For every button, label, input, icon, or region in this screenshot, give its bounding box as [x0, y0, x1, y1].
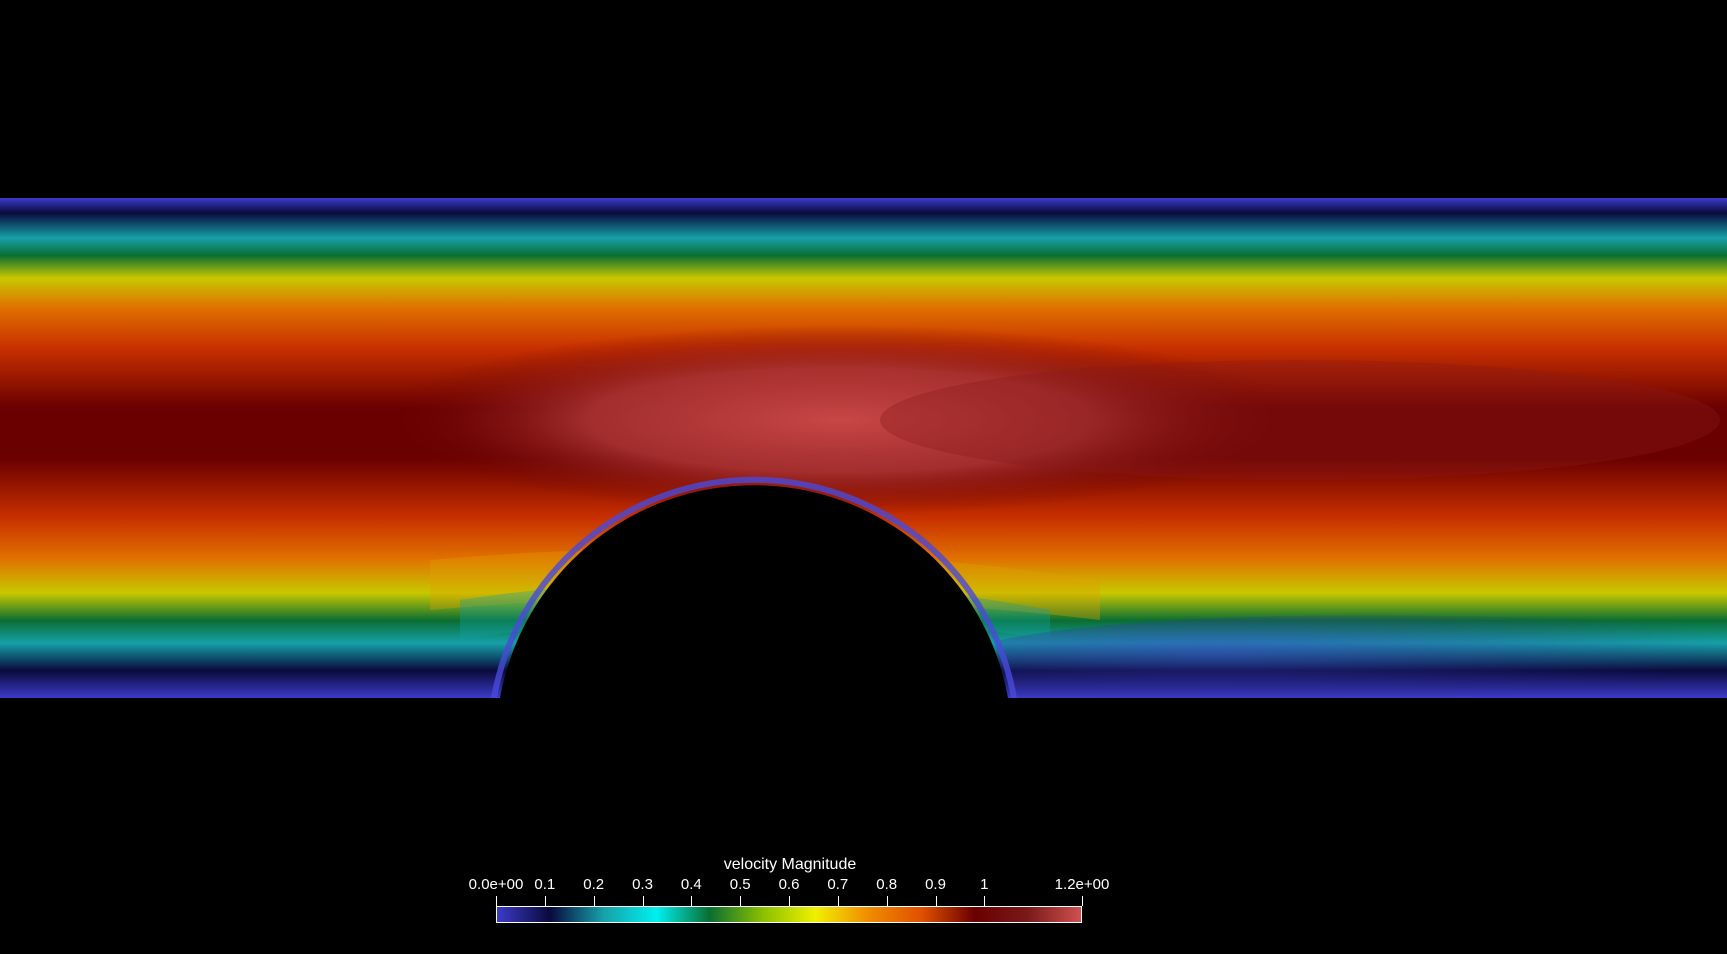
colorbar-title: velocity Magnitude — [723, 856, 857, 873]
colorbar-tick-mark — [691, 896, 693, 906]
colorbar-tick-label: 0.3 — [632, 876, 653, 893]
colorbar-tick-label: 0.6 — [778, 876, 800, 893]
colorbar-tick-mark — [740, 896, 742, 906]
colorbar-tick-mark — [837, 896, 839, 906]
high-velocity-core — [380, 325, 1300, 515]
colorbar-tick-label: 0.4 — [680, 876, 702, 893]
obstacle-boundary-layer — [491, 476, 1017, 698]
colorbar-tick-mark — [593, 896, 595, 906]
colorbar-tick-mark — [935, 896, 937, 906]
colorbar-gradient — [496, 906, 1082, 923]
colorbar-tick-mark — [544, 896, 546, 906]
colorbar-tick-label: 1.2e+00 — [1054, 876, 1110, 893]
colorbar-tick-label: 1 — [980, 876, 989, 893]
colorbar-tick-mark — [984, 896, 986, 906]
colorbar-tick-label: 0.1 — [534, 876, 556, 893]
colorbar-tick-mark — [642, 896, 644, 906]
colorbar-tick-mark — [886, 896, 888, 906]
colorbar-tick-mark — [496, 896, 497, 906]
core-tail — [880, 360, 1720, 480]
colorbar-tick-mark — [1082, 896, 1083, 906]
flow-channel — [0, 198, 1727, 698]
colorbar-tick-label: 0.8 — [876, 876, 898, 893]
wake-region — [1000, 615, 1727, 698]
colorbar-tick-label: 0.2 — [583, 876, 605, 893]
color-legend: velocity Magnitude 0.0e+00 0.1 0.2 0.3 0.4 0.… — [440, 852, 1140, 932]
obstacle-bump — [500, 485, 1008, 698]
colorbar-tick-mark — [789, 896, 790, 906]
colorbar-tick-label: 0.7 — [827, 876, 849, 893]
colorbar-tick-label: 0.0e+00 — [468, 876, 524, 893]
colorbar-tick-label: 0.5 — [729, 876, 751, 893]
colorbar-tick-label: 0.9 — [925, 876, 946, 893]
